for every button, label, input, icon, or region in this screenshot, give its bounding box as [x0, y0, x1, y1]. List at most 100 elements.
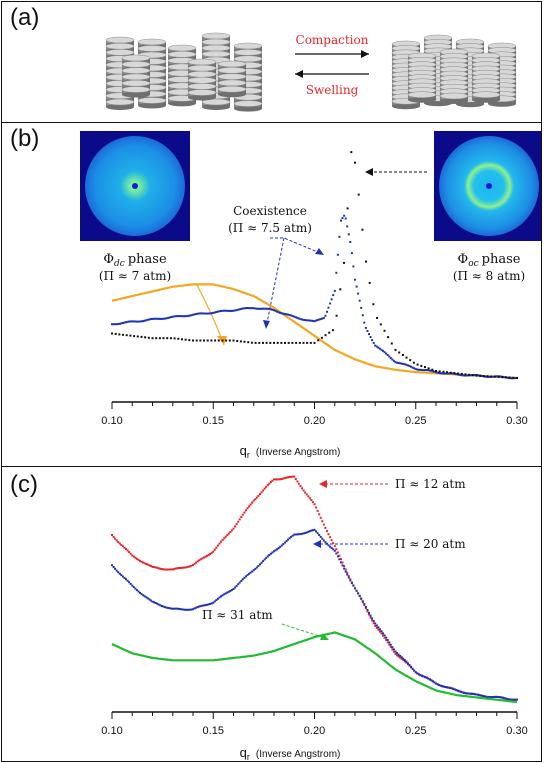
data-point: [112, 566, 115, 568]
data-point: [438, 684, 441, 686]
data-point: [224, 592, 227, 595]
data-point: [410, 665, 413, 668]
data-point: [167, 606, 170, 609]
data-point: [368, 611, 370, 614]
data-point: [399, 362, 402, 365]
data-point: [336, 253, 339, 256]
data-point: [421, 674, 423, 677]
data-point: [296, 533, 299, 536]
data-point: [255, 496, 258, 499]
data-point: [125, 548, 127, 551]
oc-phase-pointer-arrowhead: [365, 168, 373, 176]
data-point: [338, 235, 341, 238]
data-point: [111, 564, 113, 567]
data-point: [125, 578, 127, 581]
data-point: [235, 523, 238, 526]
data-point: [181, 338, 183, 341]
data-point: [129, 334, 132, 337]
data-point: [301, 532, 303, 535]
data-point: [168, 316, 171, 319]
data-point: [218, 596, 221, 599]
series-curve: [111, 283, 518, 380]
data-point: [380, 348, 383, 351]
data-point: [283, 541, 286, 544]
data-point: [346, 571, 349, 574]
data-point: [332, 548, 335, 551]
data-point: [218, 542, 221, 545]
data-point: [195, 313, 198, 315]
data-point: [140, 320, 143, 323]
data-point: [202, 312, 205, 315]
data-point: [488, 375, 490, 378]
data-point: [156, 317, 159, 320]
data-point: [464, 374, 467, 377]
data-point: [167, 316, 170, 319]
coexistence-pointer-down-head: [263, 320, 270, 329]
data-point: [386, 639, 389, 641]
data-point: [237, 308, 240, 311]
data-point: [227, 309, 230, 312]
data-point: [216, 597, 219, 600]
data-point: [139, 320, 141, 323]
data-point: [498, 375, 501, 378]
data-point: [282, 477, 285, 480]
data-point: [391, 648, 394, 651]
data-point: [140, 560, 143, 563]
data-point: [199, 312, 202, 315]
data-point: [207, 312, 210, 315]
data-point: [458, 690, 461, 693]
data-point: [335, 271, 338, 274]
data-point: [176, 315, 179, 318]
swelling-arrowhead: [295, 70, 303, 78]
data-point: [322, 317, 325, 319]
data-point: [234, 586, 237, 589]
data-point: [326, 310, 328, 313]
data-point: [304, 319, 307, 322]
data-point: [158, 337, 161, 340]
data-point: [240, 516, 243, 518]
data-point: [439, 372, 442, 375]
data-point: [399, 656, 402, 659]
data-point: [199, 605, 202, 608]
data-point: [354, 587, 356, 590]
data-point: [125, 334, 128, 337]
disc-swollen: [137, 97, 167, 109]
data-point: [181, 608, 184, 611]
data-point: [273, 550, 275, 553]
data-point: [178, 315, 180, 318]
data-point: [181, 315, 184, 318]
data-point: [148, 598, 151, 601]
data-point: [441, 685, 444, 688]
data-point: [467, 692, 470, 695]
data-point: [230, 589, 233, 591]
data-point: [162, 317, 165, 320]
data-point: [309, 341, 312, 344]
data-point: [201, 557, 204, 560]
data-point: [386, 354, 389, 356]
data-point: [316, 532, 319, 535]
data-point: [328, 331, 331, 334]
data-point: [241, 307, 244, 310]
data-point: [204, 312, 207, 315]
data-point: [206, 312, 208, 315]
data-point: [297, 317, 300, 320]
data-point: [369, 614, 372, 617]
data-point: [111, 323, 113, 326]
data-point: [329, 536, 332, 539]
data-point: [388, 355, 391, 358]
data-point: [199, 558, 202, 561]
data-point: [280, 477, 283, 480]
data-point: [165, 568, 168, 571]
data-point: [302, 489, 305, 492]
data-point: [154, 317, 157, 320]
data-point: [229, 309, 232, 312]
data-point: [502, 696, 504, 699]
data-point: [215, 599, 218, 602]
disc-swollen: [105, 98, 135, 110]
data-point: [288, 314, 291, 316]
data-point: [335, 552, 338, 555]
data-point: [179, 566, 182, 569]
data-point: [190, 314, 193, 317]
data-point: [368, 281, 371, 284]
data-point: [274, 549, 277, 552]
